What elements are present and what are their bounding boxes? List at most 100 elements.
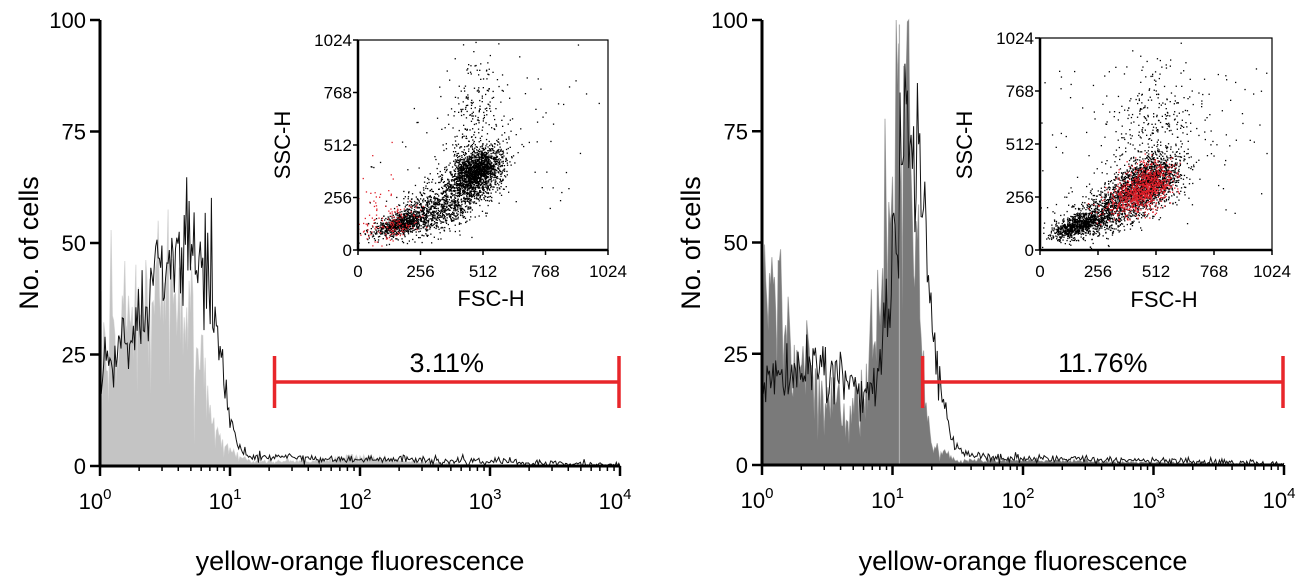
inset-event-black [416, 211, 418, 213]
inset-event-black [491, 144, 493, 146]
inset-event-black [482, 163, 485, 165]
inset-event-black [464, 199, 466, 201]
inset-event-black [453, 160, 455, 162]
inset-event-black [442, 206, 444, 208]
inset-event-black [469, 176, 471, 178]
inset-event-red [399, 234, 401, 237]
inset-event-black [445, 192, 447, 194]
inset-event-black [485, 199, 487, 202]
inset-event-black [466, 183, 469, 186]
inset-event-black [1098, 232, 1100, 234]
inset-event-black [387, 227, 390, 230]
inset-event-black [403, 217, 405, 219]
inset-event-black [469, 129, 471, 131]
inset-event-black [445, 190, 447, 192]
inset-event-black [435, 226, 438, 228]
inset-event-black [476, 163, 478, 165]
inset-event-black [458, 176, 460, 179]
inset-event-red [401, 229, 403, 231]
inset-event-black [426, 220, 428, 222]
inset-event-red [391, 216, 393, 218]
inset-event-black [384, 226, 386, 228]
inset-event-black [379, 225, 381, 227]
inset-event-black [455, 216, 457, 218]
inset-event-black [435, 207, 437, 210]
inset-event-black [506, 170, 508, 173]
inset-event-black [585, 93, 588, 95]
inset-event-black [484, 108, 486, 110]
x-tick-exponent: 0 [103, 486, 111, 503]
inset-event-black [1118, 196, 1120, 198]
inset-event-black [449, 79, 451, 81]
inset-event-black [501, 171, 503, 173]
y-tick-label: 50 [724, 231, 748, 256]
inset-event-black [402, 229, 404, 231]
inset-event-black [484, 178, 486, 180]
inset-event-black [1187, 148, 1189, 150]
inset-event-black [468, 164, 470, 166]
inset-event-red [375, 196, 377, 198]
y-tick-label: 100 [711, 8, 748, 33]
inset-event-black [462, 211, 464, 214]
inset-event-black [485, 169, 487, 171]
inset-event-black [474, 197, 476, 200]
inset-event-black [466, 158, 469, 160]
inset-event-black [456, 159, 458, 161]
inset-event-black [380, 222, 382, 225]
inset-event-black [476, 161, 478, 163]
inset-event-black [411, 205, 413, 207]
inset-event-black [473, 140, 475, 143]
inset-event-black [457, 192, 459, 195]
inset-event-black [489, 148, 492, 150]
inset-event-black [456, 135, 458, 137]
inset-event-black [468, 144, 470, 146]
inset-event-black [432, 178, 434, 181]
inset-event-red [376, 227, 378, 229]
inset-event-black [1186, 177, 1188, 179]
inset-event-black [469, 219, 471, 221]
inset-event-black [492, 158, 495, 160]
inset-event-black [456, 176, 458, 178]
inset-event-black [459, 163, 461, 165]
inset-event-black [444, 216, 446, 218]
inset-event-black [484, 176, 486, 178]
inset-event-black [405, 146, 407, 148]
inset-event-red [398, 223, 401, 225]
inset-event-black [463, 193, 465, 195]
inset-event-black [492, 145, 494, 148]
inset-event-black [436, 217, 438, 219]
inset-event-black [421, 208, 424, 210]
inset-event-black [393, 226, 395, 228]
inset-event-black [528, 141, 530, 144]
inset-event-black [549, 207, 551, 210]
inset-event-black [1166, 150, 1168, 152]
inset-event-black [470, 164, 472, 167]
inset-event-black [429, 211, 431, 213]
inset-event-black [407, 217, 409, 219]
inset-event-black [481, 174, 483, 177]
inset-event-black [420, 193, 423, 196]
inset-event-black [400, 226, 402, 228]
inset-event-black [1158, 179, 1161, 181]
inset-event-black [409, 218, 411, 220]
inset-event-black [536, 141, 538, 143]
inset-event-black [454, 174, 456, 177]
inset-event-black [483, 156, 486, 158]
inset-event-black [440, 206, 442, 208]
inset-event-black [1149, 160, 1151, 162]
inset-event-black [478, 87, 480, 89]
inset-event-black [473, 202, 475, 204]
inset-event-black [470, 193, 472, 195]
inset-event-black [448, 186, 450, 188]
inset-event-black [394, 223, 397, 225]
inset-event-black [1174, 181, 1176, 184]
inset-event-black [440, 222, 442, 224]
inset-event-black [1177, 176, 1179, 179]
inset-event-black [471, 152, 474, 154]
inset-event-black [395, 232, 398, 234]
inset-event-black [429, 228, 431, 230]
inset-event-black [492, 150, 494, 152]
inset-event-black [444, 185, 446, 187]
x-tick-base: 10 [599, 489, 623, 514]
inset-event-black [482, 87, 484, 89]
